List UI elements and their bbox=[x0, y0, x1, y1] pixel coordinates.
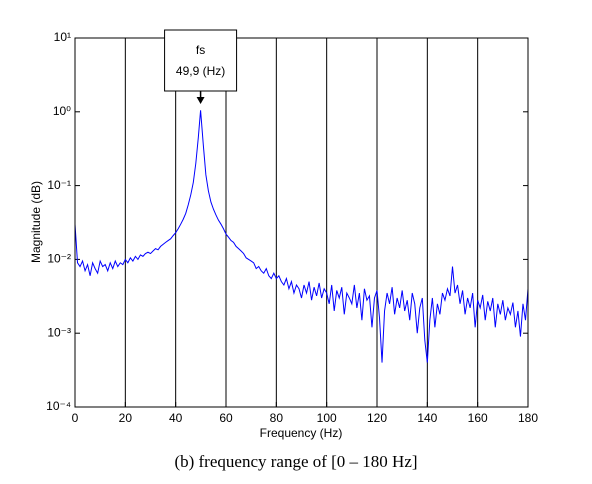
y-axis-label: Magnitude (dB) bbox=[29, 181, 43, 263]
x-tick-label: 0 bbox=[72, 411, 79, 425]
y-tick-label: 10⁰ bbox=[53, 104, 71, 118]
x-tick-label: 60 bbox=[219, 411, 233, 425]
x-tick-label: 80 bbox=[270, 411, 284, 425]
y-tick-label: 10⁻² bbox=[47, 252, 71, 266]
plot-frame bbox=[74, 37, 529, 408]
y-tick-label: 10⁻³ bbox=[47, 325, 71, 339]
annotation-text: 49,9 (Hz) bbox=[176, 64, 225, 78]
annotation-text: fs bbox=[196, 43, 205, 57]
x-tick-label: 140 bbox=[417, 411, 437, 425]
x-tick-label: 160 bbox=[468, 411, 488, 425]
annotation-arrowhead bbox=[196, 97, 205, 104]
data-line bbox=[74, 110, 529, 363]
x-tick-label: 120 bbox=[367, 411, 387, 425]
y-tick-label: 10⁻⁴ bbox=[46, 399, 71, 413]
y-tick-label: 10¹ bbox=[54, 30, 71, 44]
y-tick-label: 10⁻¹ bbox=[47, 178, 71, 192]
x-tick-label: 180 bbox=[518, 411, 538, 425]
x-axis-label: Frequency (Hz) bbox=[260, 426, 343, 440]
caption: (b) frequency range of [0 – 180 Hz] bbox=[174, 452, 417, 471]
x-tick-label: 100 bbox=[317, 411, 337, 425]
x-tick-label: 20 bbox=[119, 411, 133, 425]
annotation-box bbox=[164, 29, 238, 92]
x-tick-label: 40 bbox=[169, 411, 183, 425]
